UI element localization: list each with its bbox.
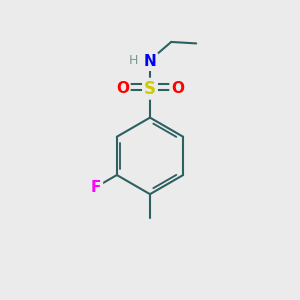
Text: N: N [144, 54, 156, 69]
Text: O: O [116, 81, 129, 96]
Text: H: H [128, 54, 138, 67]
Text: O: O [171, 81, 184, 96]
Text: F: F [91, 180, 101, 195]
Text: S: S [144, 80, 156, 98]
